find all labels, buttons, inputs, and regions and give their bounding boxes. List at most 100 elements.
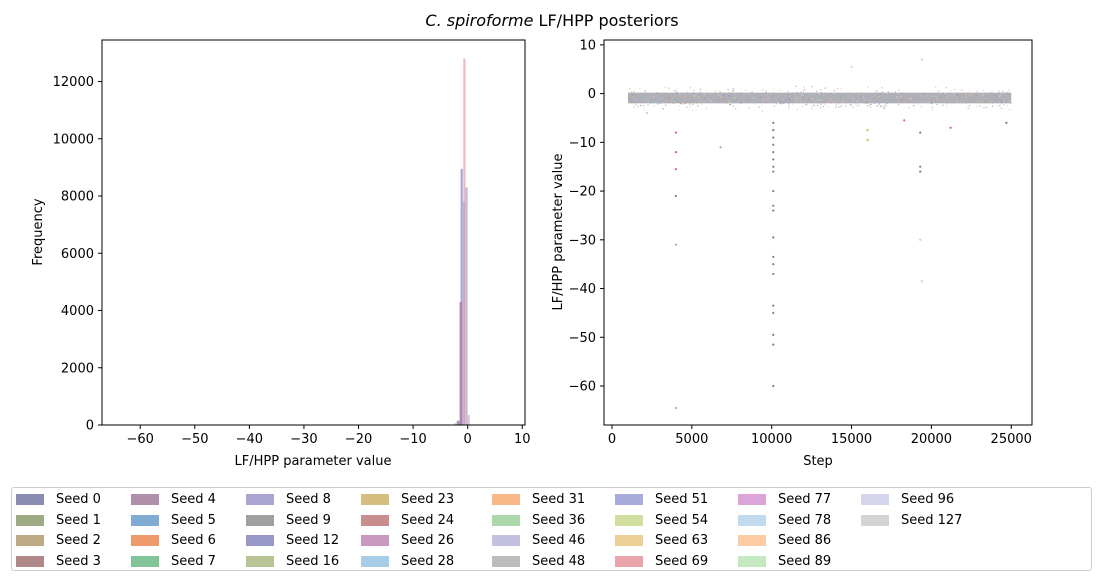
- trace-band-point: [733, 89, 735, 91]
- trace-band-point: [953, 93, 955, 95]
- trace-outlier-point: [772, 158, 775, 161]
- trace-band-point: [852, 98, 854, 100]
- histogram-bar: [465, 187, 468, 425]
- histogram-x-tick-label: −60: [126, 432, 153, 447]
- trace-y-tick-label: −10: [569, 136, 596, 151]
- histogram-x-tick-label: −30: [290, 432, 317, 447]
- trace-band-point: [762, 99, 764, 101]
- trace-band-point: [641, 97, 643, 99]
- legend-label: Seed 1: [56, 512, 101, 528]
- trace-band-point: [740, 102, 742, 104]
- trace-band-point: [910, 98, 912, 100]
- trace-band-point: [803, 101, 806, 104]
- trace-band-point: [992, 105, 994, 107]
- trace-band-point: [944, 93, 946, 95]
- trace-band-point: [700, 91, 702, 93]
- trace-band-point: [879, 92, 882, 94]
- trace-band-point: [722, 94, 724, 97]
- trace-band-point: [793, 93, 795, 95]
- trace-band-point: [956, 100, 958, 102]
- trace-band-point: [820, 99, 822, 101]
- trace-outlier-point: [919, 165, 922, 168]
- legend-swatch: [131, 535, 159, 546]
- legend-swatch: [246, 494, 274, 505]
- trace-outlier-point: [903, 119, 906, 122]
- trace-band-point: [965, 102, 967, 104]
- trace-band-point: [800, 91, 802, 93]
- trace-band-point: [647, 100, 649, 102]
- legend-item: Seed 7: [131, 552, 216, 571]
- trace-band-point: [714, 96, 717, 98]
- legend-item: Seed 23: [361, 490, 454, 509]
- trace-band-point: [667, 99, 669, 101]
- trace-band-point: [841, 97, 843, 99]
- trace-outlier-point: [919, 238, 922, 241]
- trace-band-point: [963, 99, 965, 101]
- trace-band-point: [942, 104, 944, 106]
- trace-band-point: [824, 87, 826, 89]
- trace-band-point: [882, 97, 884, 100]
- trace-band-point: [930, 102, 933, 105]
- trace-outlier-point: [772, 236, 775, 239]
- trace-band-point: [815, 99, 817, 101]
- legend-label: Seed 69: [655, 553, 709, 569]
- trace-band-point: [660, 100, 662, 102]
- trace-band-point: [657, 93, 659, 95]
- trace-band-point: [637, 101, 639, 103]
- legend-label: Seed 4: [171, 492, 216, 507]
- legend-label: Seed 96: [901, 492, 955, 507]
- trace-band-point: [956, 97, 958, 100]
- legend-label: Seed 86: [778, 533, 832, 548]
- trace-outlier-point: [772, 333, 775, 336]
- trace-band-point: [695, 109, 697, 111]
- trace-band-point: [1006, 105, 1008, 107]
- trace-outlier-point: [949, 126, 952, 129]
- trace-band-point: [881, 87, 883, 89]
- histogram-plot: −60 −50 −40 −30 −20 −10 0 10 0 2000 4000 6000 8000 1…: [31, 39, 531, 469]
- legend-swatch: [246, 514, 274, 526]
- trace-band-point: [976, 90, 978, 93]
- trace-band-point: [822, 105, 824, 108]
- trace-band-point: [684, 102, 687, 105]
- legend: Seed 0 Seed 1 Seed 2 Seed 3 Seed 4 Seed 5 Seed…: [11, 487, 1092, 571]
- trace-band-point: [733, 100, 735, 102]
- trace-band-point: [902, 102, 904, 105]
- trace-band-point: [813, 105, 815, 107]
- trace-band-point: [692, 103, 694, 105]
- trace-band-point: [944, 92, 946, 94]
- trace-band-point: [740, 92, 743, 94]
- trace-y-tick-label: −60: [569, 380, 596, 395]
- trace-points: [646, 58, 1008, 410]
- trace-band-point: [975, 94, 977, 96]
- trace-outlier-point: [850, 65, 853, 68]
- trace-band-point: [693, 91, 695, 94]
- trace-band-point: [653, 96, 655, 98]
- trace-band-point: [821, 92, 823, 95]
- trace-band-point: [632, 94, 634, 96]
- trace-band-point: [722, 99, 724, 101]
- legend-item: Seed 51: [615, 490, 708, 509]
- trace-band-point: [794, 97, 797, 99]
- trace-band-point: [817, 95, 819, 98]
- trace-band-point: [836, 87, 839, 90]
- trace-band-point: [644, 93, 646, 95]
- trace-band-point: [668, 87, 670, 89]
- trace-band-point: [696, 103, 698, 105]
- legend-label: Seed 7: [171, 553, 216, 569]
- trace-band-point: [887, 92, 889, 94]
- trace-band-point: [822, 94, 824, 96]
- trace-band-point: [780, 102, 782, 104]
- trace-band-point: [957, 94, 959, 96]
- histogram-x-tick-label: −20: [345, 432, 372, 447]
- trace-band-point: [802, 94, 804, 97]
- trace-band-point: [876, 105, 878, 107]
- trace-band-point: [783, 102, 785, 104]
- trace-band-point: [633, 101, 635, 103]
- trace-band-point: [850, 104, 852, 106]
- trace-y-tick-label: −50: [569, 331, 596, 346]
- trace-band-point: [715, 90, 717, 92]
- trace-band-point: [876, 90, 878, 92]
- trace-band-point: [882, 91, 884, 93]
- trace-outlier-point: [772, 343, 775, 346]
- histogram-bars: [454, 58, 470, 425]
